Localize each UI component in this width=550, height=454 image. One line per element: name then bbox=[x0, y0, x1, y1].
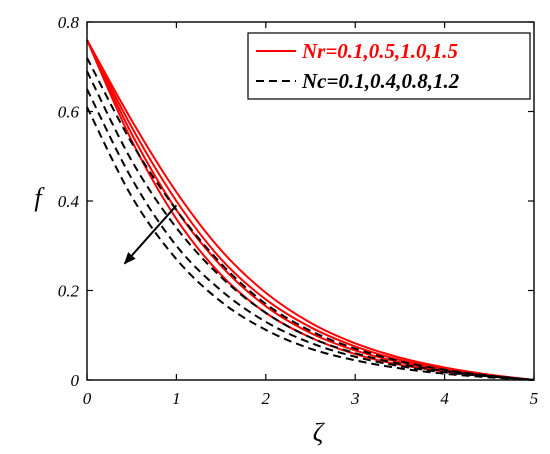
y-tick-label: 0.8 bbox=[58, 13, 80, 32]
series-line-nc-3 bbox=[86, 88, 535, 381]
y-tick-label: 0.4 bbox=[58, 192, 80, 211]
y-tick-label: 0.2 bbox=[58, 282, 80, 301]
series-line-nc-4 bbox=[86, 106, 535, 381]
series-line-nc-2 bbox=[86, 70, 535, 381]
x-axis-title: ζ bbox=[313, 418, 325, 447]
y-tick-label: 0 bbox=[71, 371, 80, 390]
legend-box bbox=[247, 32, 531, 100]
series-line-nc-1 bbox=[86, 57, 535, 381]
legend-label-nr: Nr=0.1,0.5,1.0,1.5 bbox=[301, 39, 458, 63]
legend-label-nc: Nc=0.1,0.4,0.8,1.2 bbox=[301, 69, 460, 93]
trend-arrow bbox=[123, 204, 178, 265]
y-tick-label: 0.6 bbox=[58, 103, 80, 122]
plot-frame bbox=[86, 21, 535, 381]
series-line-nr-1 bbox=[86, 39, 535, 381]
plot-area bbox=[86, 39, 535, 381]
x-tick-label: 0 bbox=[83, 389, 92, 408]
x-tick-label: 3 bbox=[350, 389, 360, 408]
x-tick-label: 2 bbox=[262, 389, 271, 408]
legend: Nr=0.1,0.5,1.0,1.5 Nc=0.1,0.4,0.8,1.2 bbox=[247, 32, 531, 100]
x-tick-label: 5 bbox=[530, 389, 539, 408]
x-tick-label: 4 bbox=[440, 389, 449, 408]
y-axis-title: f bbox=[34, 183, 45, 212]
x-tick-label: 1 bbox=[172, 389, 181, 408]
